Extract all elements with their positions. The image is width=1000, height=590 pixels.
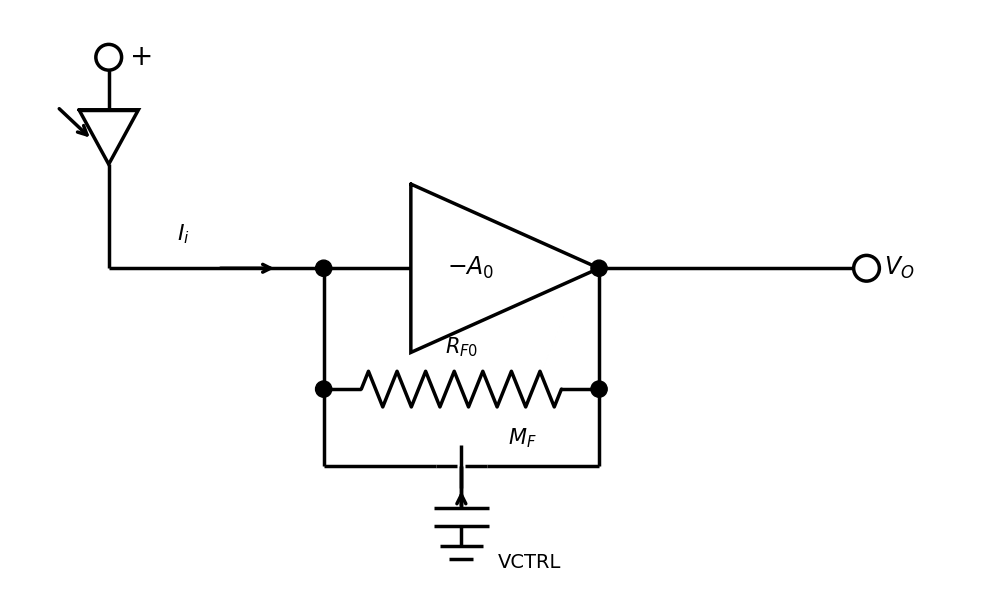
Circle shape [316,381,332,397]
Text: VCTRL: VCTRL [498,553,561,572]
Circle shape [316,260,332,276]
Text: +: + [130,43,153,71]
Text: $V_O$: $V_O$ [884,255,915,281]
Circle shape [591,381,607,397]
Text: $R_{F0}$: $R_{F0}$ [445,336,478,359]
Circle shape [591,260,607,276]
Text: $I_i$: $I_i$ [177,223,189,247]
Text: $M_F$: $M_F$ [508,427,537,450]
Text: $-A_0$: $-A_0$ [447,255,494,281]
